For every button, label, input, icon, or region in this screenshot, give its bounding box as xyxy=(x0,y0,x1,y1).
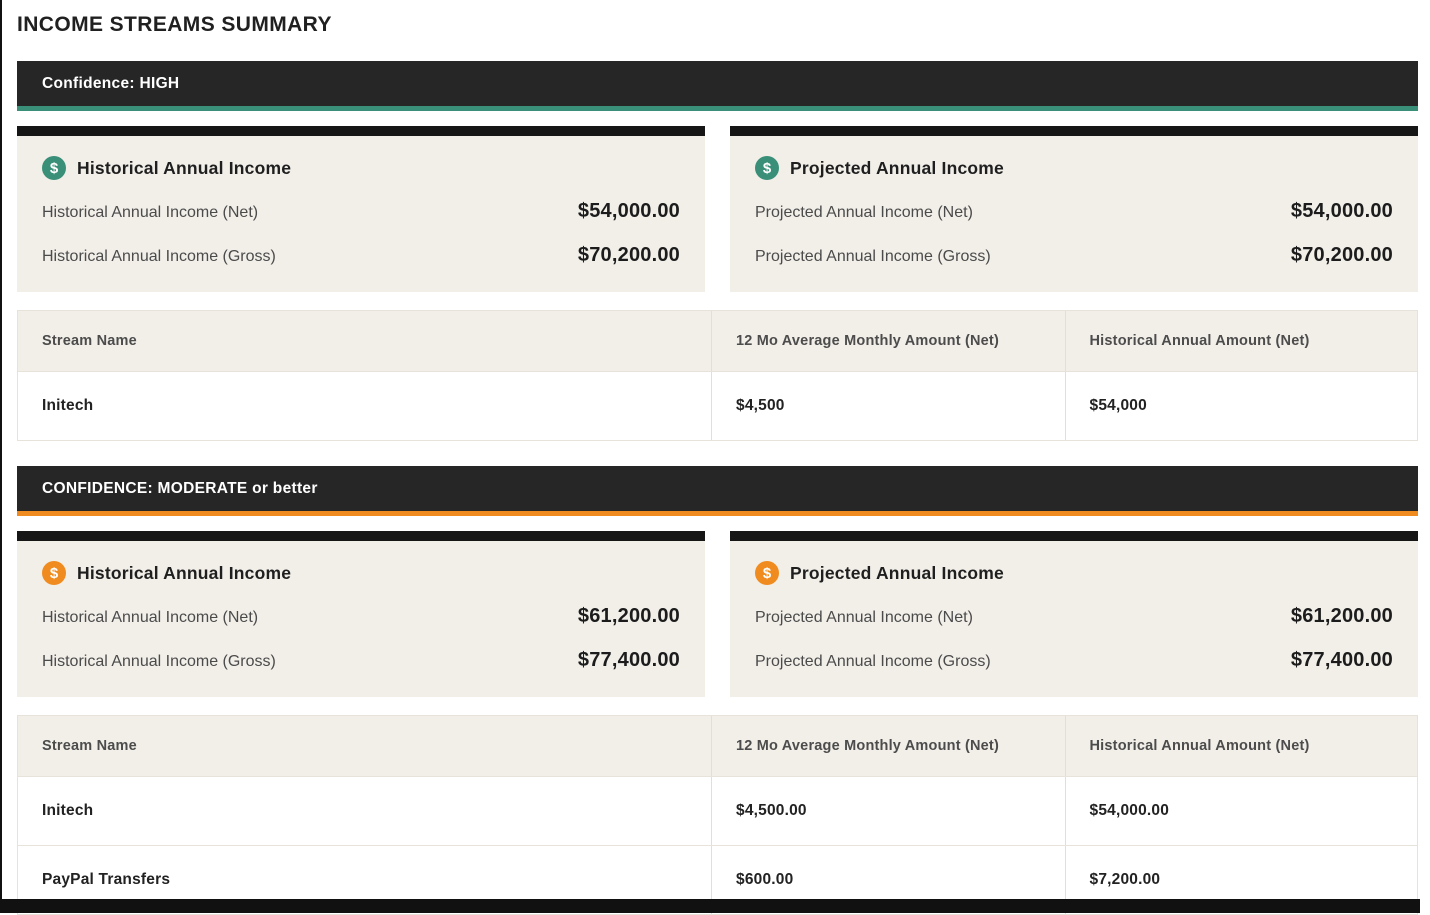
kv-value: $54,000.00 xyxy=(577,200,680,222)
projected-annual-income-card-moderate: $ Projected Annual Income Projected Annu… xyxy=(730,531,1418,697)
dollar-icon: $ xyxy=(42,156,66,180)
kv-label: Projected Annual Income (Net) xyxy=(755,609,973,626)
kv-row: Projected Annual Income (Net) $54,000.00 xyxy=(755,200,1393,223)
section-confidence-high: Confidence: HIGH $ Historical Annual Inc… xyxy=(17,61,1418,441)
kv-row: Historical Annual Income (Gross) $77,400… xyxy=(42,649,680,672)
page-title: INCOME STREAMS SUMMARY xyxy=(17,13,332,36)
monthly-amount-cell: $600.00 xyxy=(736,871,794,888)
kv-label: Historical Annual Income (Gross) xyxy=(42,248,276,265)
confidence-moderate-banner-label: CONFIDENCE: MODERATE or better xyxy=(42,479,318,497)
table-header-row: Stream Name 12 Mo Average Monthly Amount… xyxy=(18,716,1417,776)
kv-row: Historical Annual Income (Gross) $70,200… xyxy=(42,244,680,267)
kv-value: $70,200.00 xyxy=(577,244,680,266)
stream-name-cell: Initech xyxy=(42,397,94,414)
confidence-moderate-banner-bar: CONFIDENCE: MODERATE or better xyxy=(17,466,1418,511)
column-header-monthly-amount: 12 Mo Average Monthly Amount (Net) xyxy=(736,333,999,349)
column-header-annual-amount: Historical Annual Amount (Net) xyxy=(1089,333,1310,349)
screenshot-bottom-border xyxy=(0,899,1420,913)
summary-cards-moderate: $ Historical Annual Income Historical An… xyxy=(17,531,1418,697)
annual-amount-cell: $54,000.00 xyxy=(1089,802,1170,819)
kv-value: $77,400.00 xyxy=(577,649,680,671)
income-streams-report: INCOME STREAMS SUMMARY Confidence: HIGH … xyxy=(17,0,1418,915)
projected-annual-income-card-high: $ Projected Annual Income Projected Annu… xyxy=(730,126,1418,292)
column-header-stream-name: Stream Name xyxy=(42,738,137,754)
confidence-high-banner-bar: Confidence: HIGH xyxy=(17,61,1418,106)
card-top-border xyxy=(17,531,705,541)
summary-cards-high: $ Historical Annual Income Historical An… xyxy=(17,126,1418,292)
accent-line-moderate xyxy=(17,511,1418,516)
card-top-border xyxy=(17,126,705,136)
confidence-high-banner: Confidence: HIGH xyxy=(17,61,1418,111)
income-streams-table-moderate: Stream Name 12 Mo Average Monthly Amount… xyxy=(17,715,1418,915)
card-title: Projected Annual Income xyxy=(790,157,1004,178)
kv-value: $70,200.00 xyxy=(1290,244,1393,266)
card-top-border xyxy=(730,531,1418,541)
dollar-icon: $ xyxy=(755,156,779,180)
kv-value: $77,400.00 xyxy=(1290,649,1393,671)
kv-row: Historical Annual Income (Net) $54,000.0… xyxy=(42,200,680,223)
kv-row: Historical Annual Income (Net) $61,200.0… xyxy=(42,605,680,628)
column-header-stream-name: Stream Name xyxy=(42,333,137,349)
card-title: Historical Annual Income xyxy=(77,562,292,583)
kv-value: $61,200.00 xyxy=(577,605,680,627)
kv-row: Projected Annual Income (Net) $61,200.00 xyxy=(755,605,1393,628)
table-row: Initech $4,500 $54,000 xyxy=(18,371,1417,440)
monthly-amount-cell: $4,500.00 xyxy=(736,802,807,819)
kv-label: Historical Annual Income (Net) xyxy=(42,609,259,626)
historical-annual-income-card-high: $ Historical Annual Income Historical An… xyxy=(17,126,705,292)
monthly-amount-cell: $4,500 xyxy=(736,397,785,414)
kv-label: Projected Annual Income (Gross) xyxy=(755,653,991,670)
card-title: Historical Annual Income xyxy=(77,157,292,178)
kv-row: Projected Annual Income (Gross) $77,400.… xyxy=(755,649,1393,672)
income-streams-table-high: Stream Name 12 Mo Average Monthly Amount… xyxy=(17,310,1418,441)
dollar-icon: $ xyxy=(755,561,779,585)
card-title: Projected Annual Income xyxy=(790,562,1004,583)
kv-label: Historical Annual Income (Net) xyxy=(42,204,259,221)
screenshot-left-border xyxy=(0,0,2,913)
column-header-monthly-amount: 12 Mo Average Monthly Amount (Net) xyxy=(736,738,999,754)
confidence-high-banner-label: Confidence: HIGH xyxy=(42,74,180,92)
table-header-row: Stream Name 12 Mo Average Monthly Amount… xyxy=(18,311,1417,371)
dollar-icon: $ xyxy=(42,561,66,585)
accent-line-high xyxy=(17,106,1418,111)
stream-name-cell: PayPal Transfers xyxy=(42,871,171,888)
annual-amount-cell: $7,200.00 xyxy=(1089,871,1161,888)
kv-row: Projected Annual Income (Gross) $70,200.… xyxy=(755,244,1393,267)
section-confidence-moderate: CONFIDENCE: MODERATE or better $ Histori… xyxy=(17,466,1418,915)
column-header-annual-amount: Historical Annual Amount (Net) xyxy=(1089,738,1310,754)
kv-label: Projected Annual Income (Net) xyxy=(755,204,973,221)
kv-label: Projected Annual Income (Gross) xyxy=(755,248,991,265)
card-top-border xyxy=(730,126,1418,136)
table-row: Initech $4,500.00 $54,000.00 xyxy=(18,776,1417,845)
kv-value: $54,000.00 xyxy=(1290,200,1393,222)
historical-annual-income-card-moderate: $ Historical Annual Income Historical An… xyxy=(17,531,705,697)
kv-label: Historical Annual Income (Gross) xyxy=(42,653,276,670)
confidence-moderate-banner: CONFIDENCE: MODERATE or better xyxy=(17,466,1418,516)
annual-amount-cell: $54,000 xyxy=(1089,397,1147,414)
stream-name-cell: Initech xyxy=(42,802,94,819)
kv-value: $61,200.00 xyxy=(1290,605,1393,627)
